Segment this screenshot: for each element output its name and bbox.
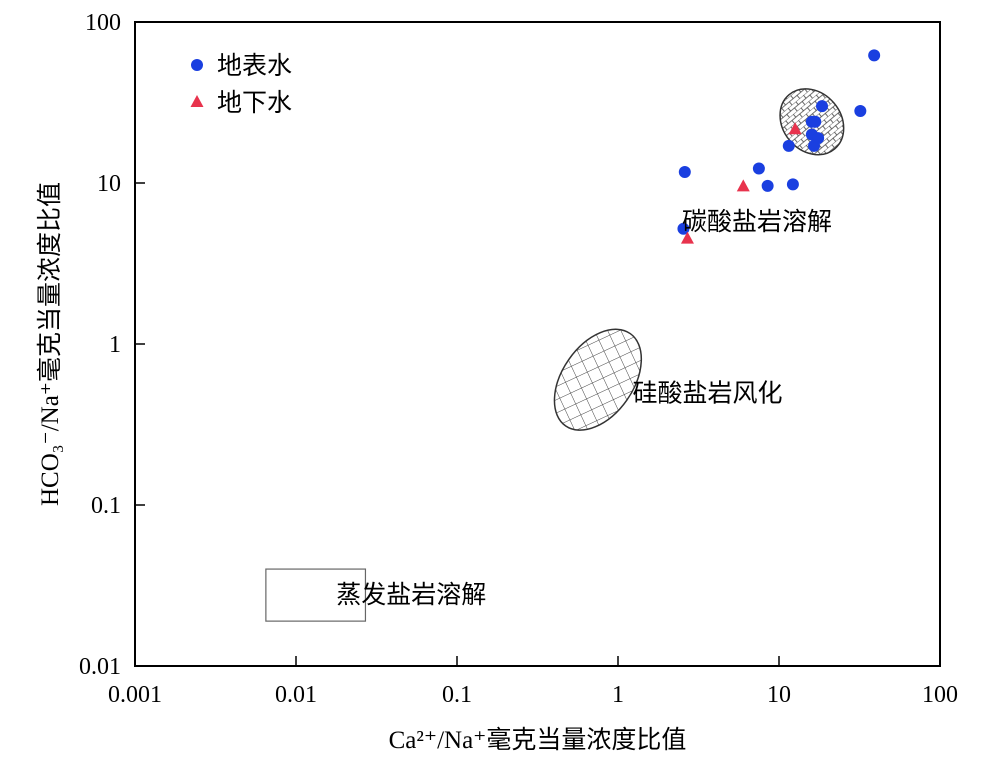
surface-water-point xyxy=(677,222,690,235)
evaporite-region-rect xyxy=(265,568,367,622)
surface-water-point xyxy=(868,49,881,62)
region-label: 蒸发盐岩溶解 xyxy=(336,580,486,609)
surface-water-point xyxy=(761,179,774,192)
regions-layer xyxy=(265,88,845,622)
y-tick-label: 0.1 xyxy=(91,493,121,519)
legend-circle-icon xyxy=(191,59,203,71)
x-tick-label: 0.1 xyxy=(442,682,472,708)
legend-label: 地下水 xyxy=(217,88,292,117)
surface-water-point xyxy=(809,115,822,128)
groundwater-point xyxy=(680,231,694,244)
x-axis-title: Ca²⁺/Na⁺毫克当量浓度比值 xyxy=(389,726,687,754)
y-tick-label: 1 xyxy=(109,332,121,358)
x-tick-label: 100 xyxy=(922,682,958,708)
legend-label: 地表水 xyxy=(217,51,292,80)
y-tick-label: 100 xyxy=(85,10,121,36)
x-tick-label: 0.01 xyxy=(275,682,317,708)
surface-water-point xyxy=(816,100,829,113)
x-tick-label: 1 xyxy=(612,682,624,708)
region-label: 硅酸盐岩风化 xyxy=(633,378,783,407)
surface-water-point xyxy=(854,105,867,118)
groundwater-point xyxy=(788,122,802,135)
surface-water-point xyxy=(786,178,799,191)
surface-water-point xyxy=(782,139,795,152)
plot-frame xyxy=(134,21,941,667)
surface-water-point xyxy=(752,162,765,175)
surface-water-point xyxy=(678,166,691,179)
surface-water-point xyxy=(808,139,821,152)
x-tick-label: 10 xyxy=(767,682,791,708)
y-tick-label: 0.01 xyxy=(79,654,121,680)
points-layer xyxy=(677,49,881,244)
groundwater-point xyxy=(736,179,750,192)
legend-triangle-icon xyxy=(190,95,204,107)
x-tick-label: 0.001 xyxy=(108,682,162,708)
silicate-region-ellipse xyxy=(553,328,643,431)
region-label: 碳酸盐岩溶解 xyxy=(682,207,832,236)
y-axis-title: HCO₃⁻/Na⁺毫克当量浓度比值 xyxy=(36,182,64,506)
y-tick-label: 10 xyxy=(97,171,121,197)
